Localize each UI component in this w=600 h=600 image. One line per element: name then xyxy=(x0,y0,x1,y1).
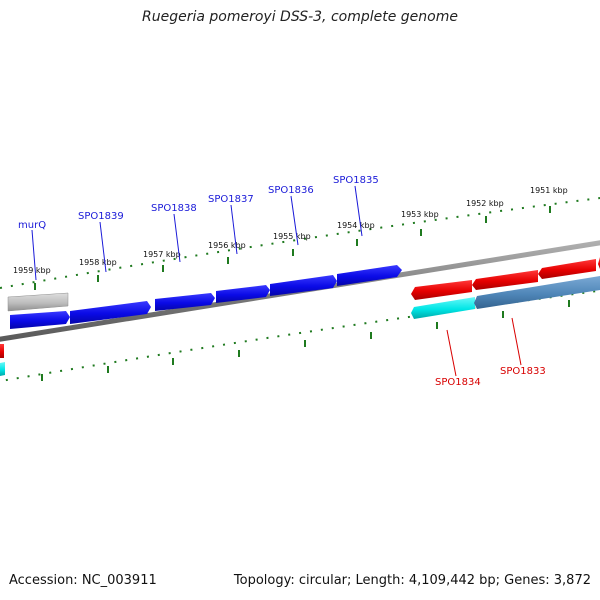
gene-label-spo1839: SPO1839 xyxy=(78,211,124,222)
gene-arrow-red-2[interactable] xyxy=(472,270,538,290)
tick-label-1952: 1952 kbp xyxy=(466,199,504,208)
gene-label-murq: murQ xyxy=(18,220,46,231)
tick-label-1953: 1953 kbp xyxy=(401,210,439,219)
gene-label-spo1836: SPO1836 xyxy=(268,185,314,196)
gene-arrow-spo1833[interactable] xyxy=(474,276,600,309)
gene-arrow-cyan-partial[interactable] xyxy=(0,362,5,376)
major-ticks-outer xyxy=(34,206,551,290)
gene-label-spo1837: SPO1837 xyxy=(208,194,254,205)
map-title: Ruegeria pomeroyi DSS-3, complete genome xyxy=(142,9,458,25)
tick-label-1958: 1958 kbp xyxy=(79,258,117,267)
gene-label-spo1835: SPO1835 xyxy=(333,175,379,186)
major-ticks-inner xyxy=(41,300,570,381)
forward-strand-genes xyxy=(10,265,402,329)
gene-arrow-red-1[interactable] xyxy=(411,280,472,300)
gene-arrow-spo1838[interactable] xyxy=(155,293,215,311)
gene-labels-forward: murQ SPO1839 SPO1838 SPO1837 SPO1836 SPO… xyxy=(18,175,379,231)
reverse-strand-genes-inner xyxy=(0,276,600,376)
genome-summary-text: Topology: circular; Length: 4,109,442 bp… xyxy=(233,573,591,588)
gene-arrow-spo1836[interactable] xyxy=(270,275,337,296)
gene-label-spo1838: SPO1838 xyxy=(151,203,197,214)
tick-label-1956: 1956 kbp xyxy=(208,241,246,250)
tick-label-1951: 1951 kbp xyxy=(530,186,568,195)
gene-arrow-murq[interactable] xyxy=(10,311,70,329)
tick-label-1954: 1954 kbp xyxy=(337,221,375,230)
tick-label-1959: 1959 kbp xyxy=(13,266,51,275)
reverse-strand-genes xyxy=(0,257,600,358)
gene-arrow-spo1839[interactable] xyxy=(70,301,151,324)
gene-labels-reverse: SPO1834 SPO1833 xyxy=(435,366,546,388)
gene-arrow-red-partial[interactable] xyxy=(0,344,4,358)
tick-label-1955: 1955 kbp xyxy=(273,232,311,241)
label-leaders-forward xyxy=(31,185,363,281)
gene-label-spo1834: SPO1834 xyxy=(435,377,481,388)
gene-arrow-red-3[interactable] xyxy=(538,259,596,279)
tick-ruler-inner xyxy=(0,289,600,383)
tick-labels: 1951 kbp 1952 kbp 1953 kbp 1954 kbp 1955… xyxy=(13,186,568,275)
tick-label-1957: 1957 kbp xyxy=(143,250,181,259)
gene-arrow-gray[interactable] xyxy=(7,292,69,312)
gene-arrow-spo1835[interactable] xyxy=(337,265,402,286)
accession-text: Accession: NC_003911 xyxy=(9,573,157,588)
label-leaders-reverse xyxy=(446,317,522,377)
gene-arrow-spo1837[interactable] xyxy=(216,285,270,303)
gene-label-spo1833: SPO1833 xyxy=(500,366,546,377)
gene-arrow-spo1834[interactable] xyxy=(411,297,475,319)
